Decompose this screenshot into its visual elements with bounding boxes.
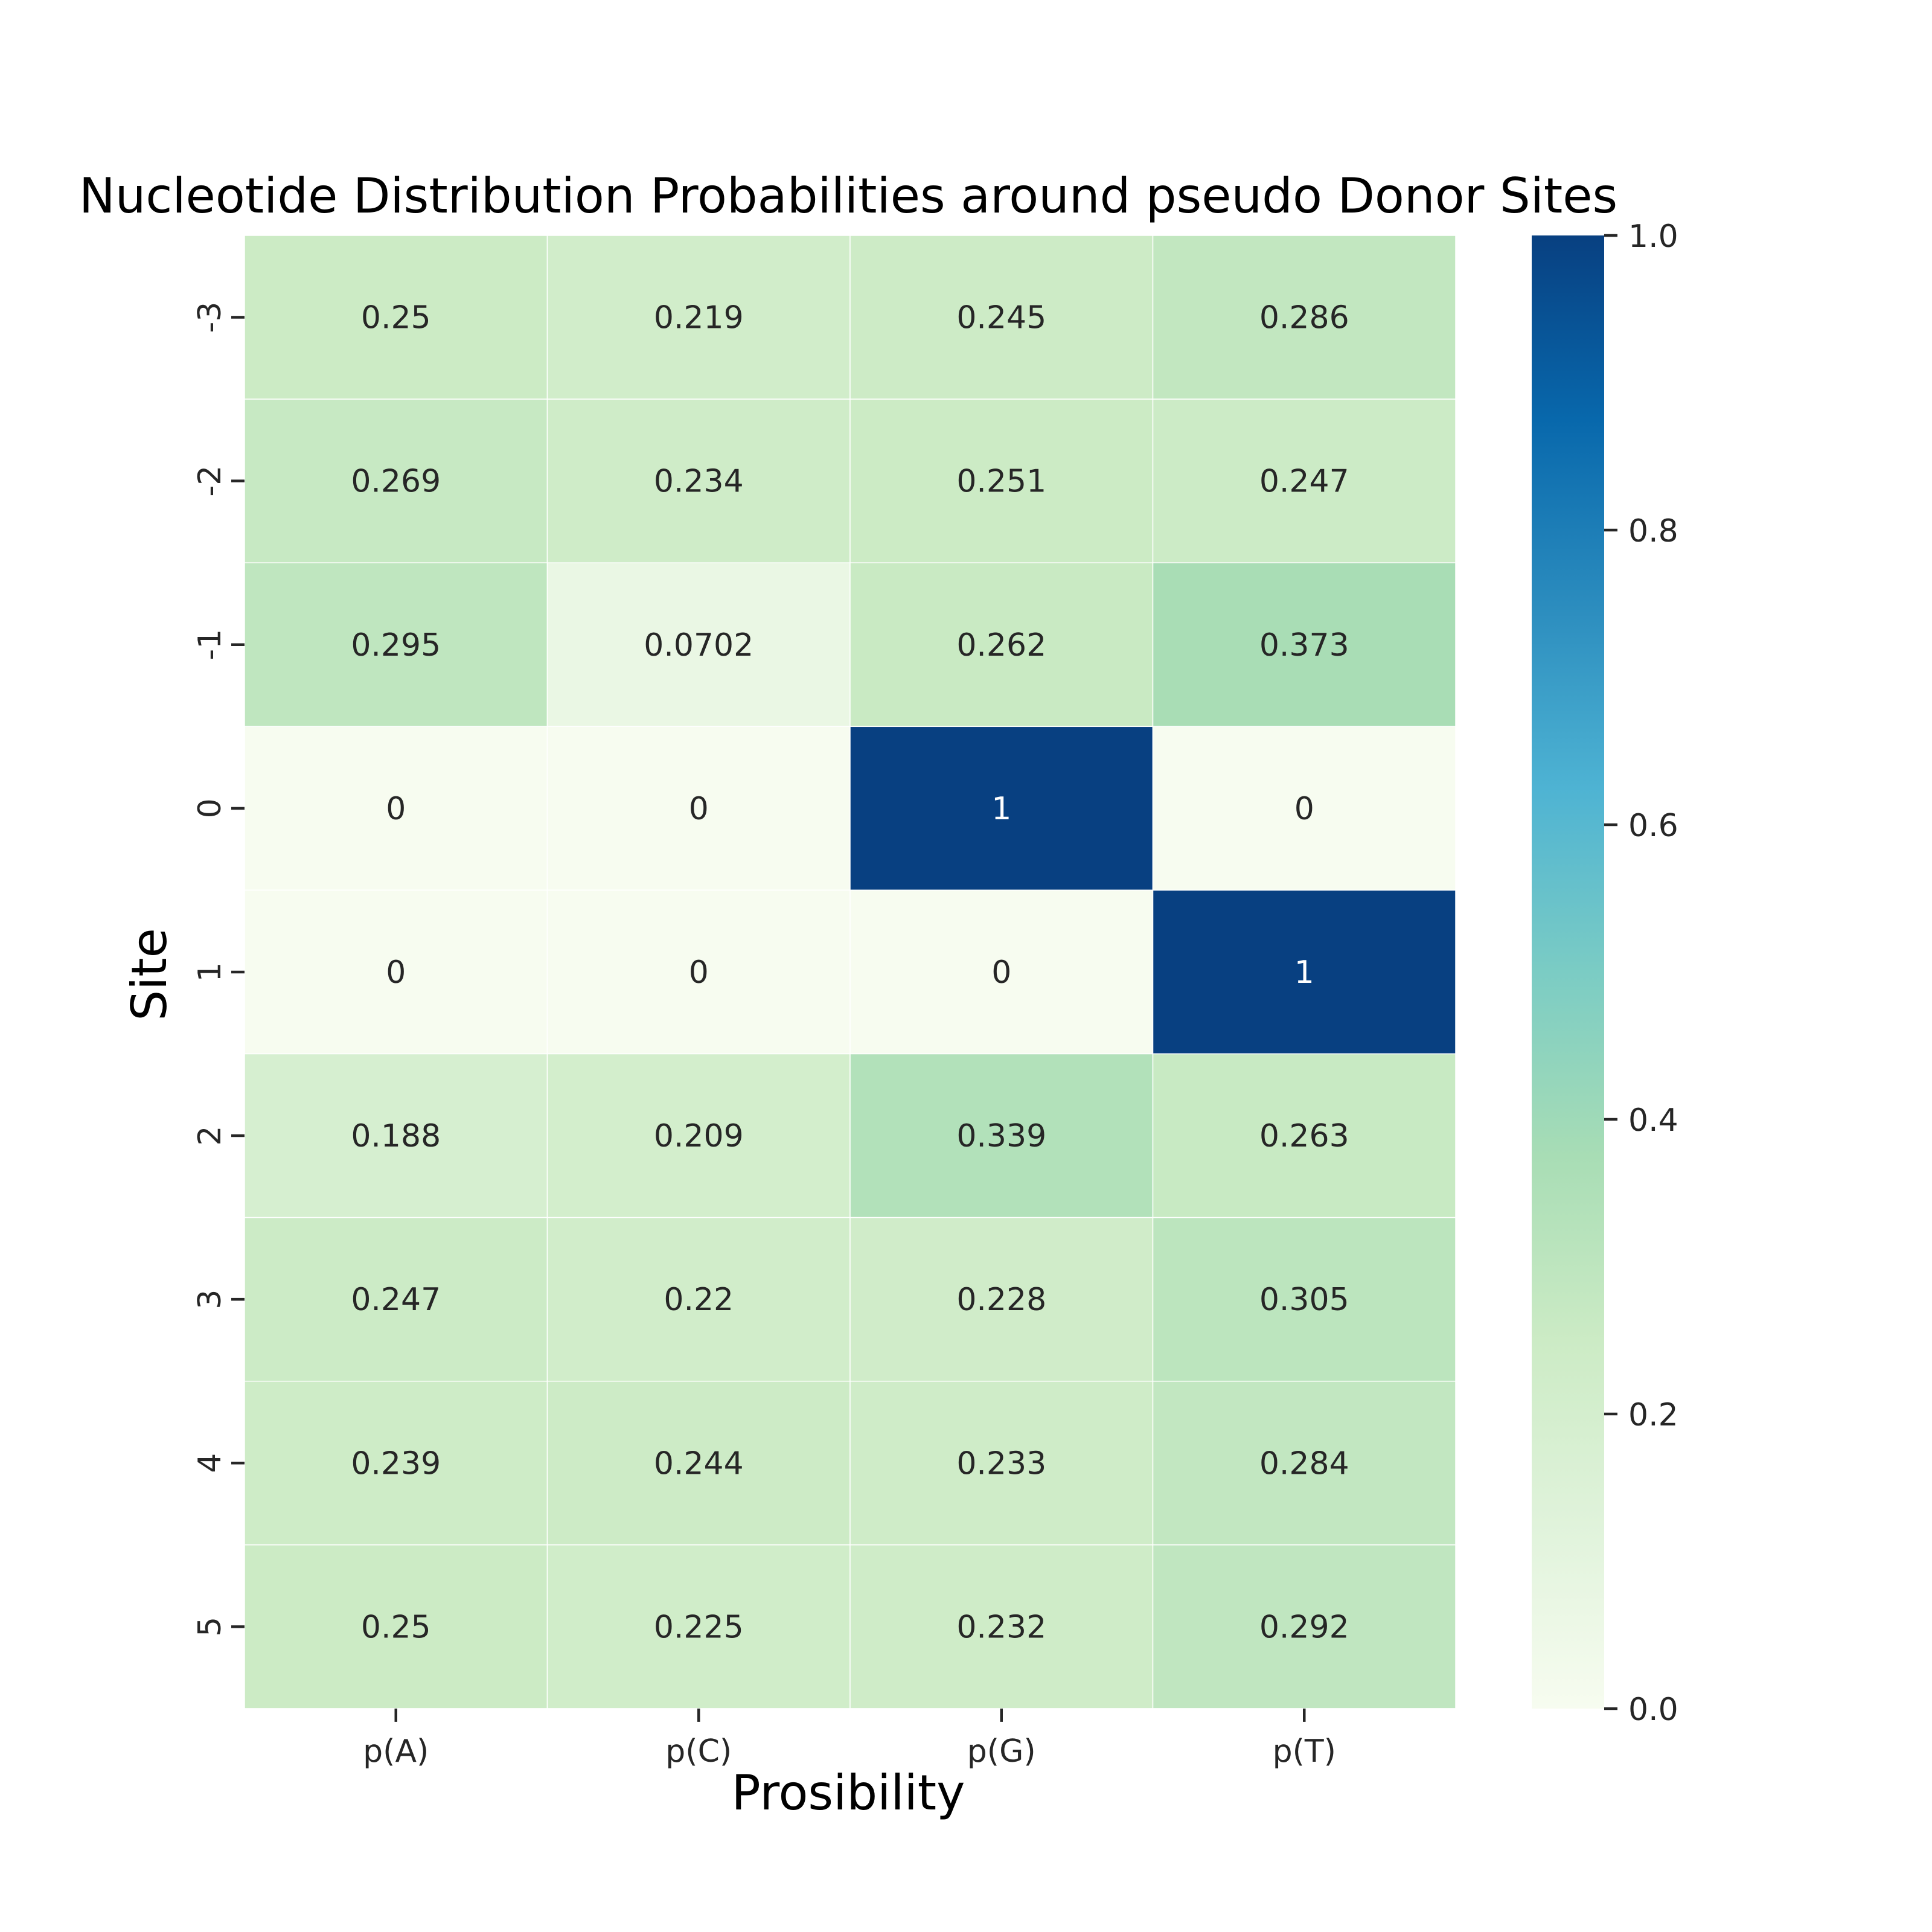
- heatmap-cell: [1152, 398, 1456, 563]
- heatmap-cell: [849, 1217, 1154, 1382]
- heatmap-cell: [546, 235, 851, 400]
- x-tick-label: p(C): [665, 1733, 732, 1770]
- heatmap-cell: [546, 1217, 851, 1382]
- heatmap-cell: [244, 1380, 548, 1546]
- y-tick-label: -1: [192, 629, 228, 661]
- cell-value-label: 0.219: [654, 300, 744, 336]
- cell-value-label: 0.339: [956, 1118, 1046, 1154]
- heatmap-cell: [546, 889, 851, 1055]
- colorbar-tick-label: 0.0: [1628, 1692, 1678, 1728]
- heatmap-cell: [1152, 235, 1456, 400]
- cell-value-label: 0.284: [1259, 1445, 1349, 1482]
- x-tick-label: p(T): [1273, 1733, 1336, 1770]
- heatmap-cell: [849, 889, 1154, 1055]
- y-axis-ticks: -3 -2 -1 0 1 2 3 4 5: [192, 302, 245, 1637]
- cell-value-label: 0.286: [1259, 300, 1349, 336]
- cell-value-label: 0.228: [956, 1282, 1046, 1318]
- heatmap-cell: [1152, 1217, 1456, 1382]
- heatmap-cell: [1152, 889, 1456, 1055]
- y-tick-label: 3: [192, 1290, 228, 1310]
- cell-value-label: 0.263: [1259, 1118, 1349, 1154]
- cell-value-label: 0.244: [654, 1445, 744, 1482]
- heatmap-cell: [546, 1544, 851, 1709]
- cell-value-label: 0.373: [1259, 627, 1349, 664]
- cell-value-label: 0.209: [654, 1118, 744, 1154]
- cell-value-label: 0.262: [956, 627, 1046, 664]
- cell-value-label: 0.225: [654, 1609, 744, 1645]
- heatmap-cell: [849, 398, 1154, 563]
- heatmap-cells: [244, 235, 1456, 1709]
- cell-value-label: 0: [1294, 791, 1314, 827]
- cell-value-label: 1: [991, 791, 1011, 827]
- y-tick-label: 2: [192, 1126, 228, 1146]
- y-tick-label: -2: [192, 465, 228, 497]
- cell-value-label: 0.25: [361, 300, 431, 336]
- cell-value-label: 0.295: [351, 627, 441, 664]
- heatmap-cell: [244, 1053, 548, 1218]
- heatmap-cell: [546, 398, 851, 563]
- cell-value-label: 0.269: [351, 464, 441, 500]
- y-tick-label: -3: [192, 302, 228, 333]
- x-tick-label: p(G): [967, 1733, 1036, 1770]
- cell-value-label: 0.247: [1259, 464, 1349, 500]
- heatmap-cell: [546, 1053, 851, 1218]
- cell-value-label: 1: [1294, 955, 1314, 991]
- y-tick-label: 4: [192, 1453, 228, 1473]
- heatmap-cell: [1152, 1544, 1456, 1709]
- heatmap-cell: [849, 1544, 1154, 1709]
- heatmap-cell: [1152, 726, 1456, 891]
- colorbar-tick-label: 0.8: [1628, 513, 1678, 549]
- cell-value-label: 0.292: [1259, 1609, 1349, 1645]
- x-axis-label: Prosibility: [732, 1765, 965, 1821]
- cell-value-label: 0.232: [956, 1609, 1046, 1645]
- heatmap-cell: [1152, 562, 1456, 728]
- cell-value-label: 0: [689, 955, 709, 991]
- heatmap-cell: [244, 726, 548, 891]
- colorbar-tick-label: 1.0: [1628, 219, 1678, 255]
- cell-value-label: 0.0702: [644, 627, 753, 664]
- colorbar-tick-label: 0.6: [1628, 808, 1678, 844]
- cell-value-label: 0: [689, 791, 709, 827]
- cell-value-label: 0: [386, 791, 406, 827]
- cell-value-label: 0.245: [956, 300, 1046, 336]
- cell-value-label: 0.234: [654, 464, 744, 500]
- cell-value-label: 0.247: [351, 1282, 441, 1318]
- y-tick-label: 5: [192, 1617, 228, 1637]
- colorbar: [1532, 235, 1604, 1709]
- cell-value-label: 0.239: [351, 1445, 441, 1482]
- heatmap-cell: [546, 726, 851, 891]
- y-tick-label: 0: [192, 798, 228, 818]
- cell-value-label: 0.188: [351, 1118, 441, 1154]
- colorbar-tick-label: 0.2: [1628, 1397, 1678, 1433]
- heatmap-cell: [849, 235, 1154, 400]
- x-axis-ticks: p(A) p(C) p(G) p(T): [363, 1708, 1336, 1770]
- heatmap-cell: [849, 726, 1154, 891]
- colorbar-ticks: 0.0 0.2 0.4 0.6 0.8 1.0: [1604, 219, 1678, 1728]
- y-axis-label: Site: [121, 928, 178, 1021]
- chart-title: Nucleotide Distribution Probabilities ar…: [79, 168, 1617, 224]
- y-tick-label: 1: [192, 962, 228, 982]
- cell-value-label: 0.233: [956, 1445, 1046, 1482]
- heatmap-cell: [244, 1217, 548, 1382]
- cell-value-label: 0.25: [361, 1609, 431, 1645]
- heatmap-cell: [244, 889, 548, 1055]
- heatmap-cell: [849, 1053, 1154, 1218]
- colorbar-tick-label: 0.4: [1628, 1102, 1678, 1139]
- heatmap-cell: [1152, 1053, 1456, 1218]
- heatmap-cell: [849, 1380, 1154, 1546]
- cell-value-label: 0.305: [1259, 1282, 1349, 1318]
- cell-value-label: 0.22: [664, 1282, 734, 1318]
- heatmap-cell: [244, 235, 548, 400]
- heatmap-cell: [244, 398, 548, 563]
- cell-value-label: 0.251: [956, 464, 1046, 500]
- heatmap-cell: [546, 562, 851, 728]
- x-tick-label: p(A): [363, 1733, 429, 1770]
- cell-value-label: 0: [386, 955, 406, 991]
- cell-value-label: 0: [991, 955, 1011, 991]
